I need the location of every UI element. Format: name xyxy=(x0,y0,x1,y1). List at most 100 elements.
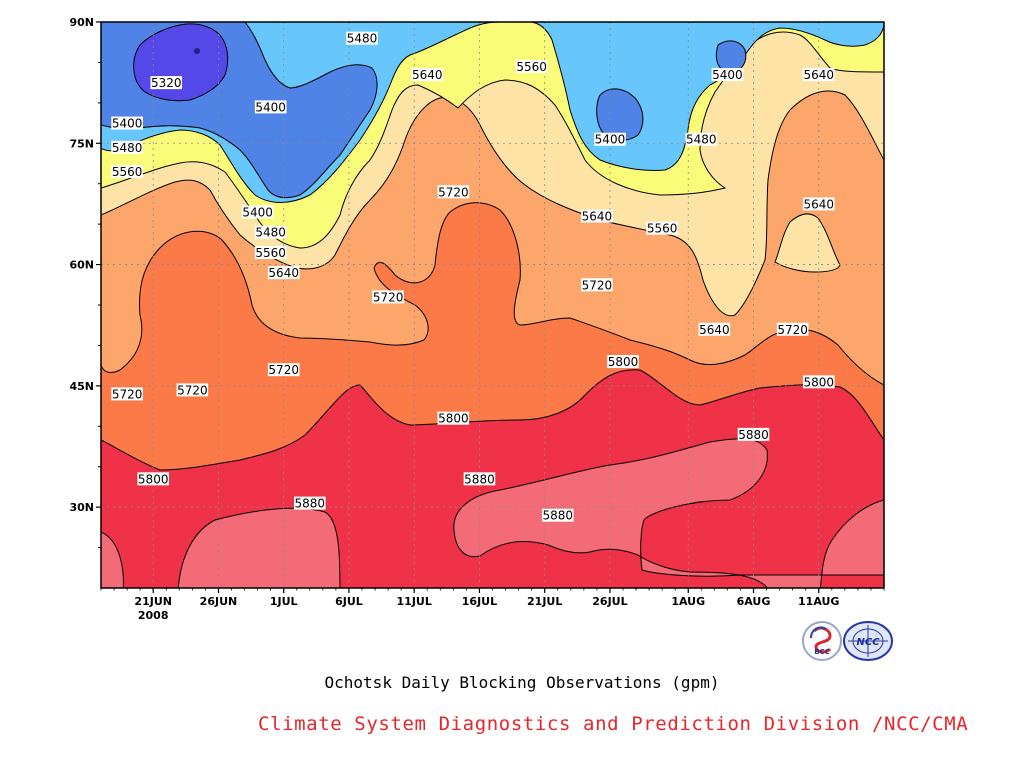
x-tick-label: 21JUN xyxy=(134,595,172,608)
plot-grid xyxy=(101,22,884,588)
contour-label: 5640 xyxy=(412,68,443,82)
x-tick-label: 16JUL xyxy=(462,595,497,608)
contour-label: 5640 xyxy=(803,68,834,82)
y-tick-label: 90N xyxy=(69,16,94,29)
contour-label-bg xyxy=(254,225,287,239)
contour-label-bg xyxy=(581,209,613,223)
contour-label: 5800 xyxy=(438,412,469,426)
x-year-label: 2008 xyxy=(138,609,169,622)
contour-label: 5800 xyxy=(608,355,639,369)
y-tick-label: 75N xyxy=(69,137,94,150)
contour-label: 5320 xyxy=(151,76,182,90)
contour-label-bg xyxy=(372,290,404,304)
contour-label: 5480 xyxy=(112,141,143,155)
contour-label-bg xyxy=(594,132,626,146)
contour-label: 5640 xyxy=(268,266,299,280)
contour-label-bg xyxy=(607,355,639,369)
contour-label: 5720 xyxy=(112,387,143,401)
ncc-logo-text: NCC xyxy=(856,637,880,648)
contour-label-bg xyxy=(802,375,835,389)
contour-label-bg xyxy=(541,508,574,522)
contour-label: 5800 xyxy=(138,472,169,486)
x-tick-label: 11JUL xyxy=(397,595,432,608)
contour-label-bg xyxy=(137,472,169,486)
contour-label: 5400 xyxy=(595,133,626,147)
contour-label: 5880 xyxy=(464,472,495,486)
x-tick-label: 26JUN xyxy=(200,595,238,608)
contour-label: 5640 xyxy=(803,197,834,211)
contour-label-bg xyxy=(150,76,183,90)
contour-label-bg xyxy=(111,116,143,130)
contour-label-bg xyxy=(711,68,744,82)
contour-label-bg xyxy=(411,68,444,82)
contour-label: 5880 xyxy=(738,428,769,442)
contour-label-bg xyxy=(254,245,287,259)
credit-line: Climate System Diagnostics and Predictio… xyxy=(258,713,969,735)
contour-label-bg xyxy=(463,472,496,486)
x-tick-label: 6AUG xyxy=(737,595,771,608)
contour-label-bg xyxy=(176,383,209,397)
contour-label: 5560 xyxy=(516,60,547,74)
bcc-logo: BCC xyxy=(802,621,842,661)
x-tick-label: 1AUG xyxy=(671,595,705,608)
low-center-marker xyxy=(194,48,200,54)
contour-label-bg xyxy=(437,411,470,425)
ncc-logo: NCC xyxy=(843,621,893,661)
contour-fills xyxy=(101,22,884,588)
x-axis: 21JUN 26JUN 1JUL 6JUL 11JUL 16JUL 21JUL 26JUL 1A… xyxy=(100,588,885,622)
x-tick-label: 6JUL xyxy=(335,595,363,608)
contour-label-bg xyxy=(111,387,143,401)
contour-label: 5880 xyxy=(542,509,573,523)
contour-label-bg xyxy=(111,140,143,154)
y-tick-label: 45N xyxy=(69,380,94,393)
contour-label-bg xyxy=(685,132,718,146)
contour-label-bg xyxy=(267,363,300,377)
bcc-logo-text: BCC xyxy=(814,648,830,656)
x-tick-label: 11AUG xyxy=(798,595,839,608)
y-tick-label: 30N xyxy=(69,501,94,514)
contour-label: 5880 xyxy=(295,497,326,511)
contour-label: 5720 xyxy=(582,278,613,292)
contour-label-bg xyxy=(737,427,770,441)
contour-label: 5800 xyxy=(803,375,834,389)
contour-label: 5720 xyxy=(268,363,299,377)
contour-label-bg xyxy=(646,221,678,235)
contour-label: 5480 xyxy=(347,32,378,46)
contour-label-bg xyxy=(241,205,274,219)
contour-label: 5400 xyxy=(112,117,143,131)
y-tick-label: 60N xyxy=(69,259,94,272)
contour-label-bg xyxy=(294,496,326,510)
contour-label: 5400 xyxy=(242,206,273,220)
contour-label-bg xyxy=(437,185,470,199)
contour-label: 5480 xyxy=(686,133,717,147)
contour-label-bg xyxy=(802,197,835,211)
x-tick-label: 21JUL xyxy=(527,595,562,608)
y-axis: 30N 45N 60N 75N 90N xyxy=(69,16,101,549)
contour-label-bg xyxy=(581,278,613,292)
contour-label: 5720 xyxy=(177,383,208,397)
contour-label: 5560 xyxy=(647,222,678,236)
contour-label: 5720 xyxy=(777,323,808,337)
chart-title: Ochotsk Daily Blocking Observations (gpm… xyxy=(324,673,720,692)
contour-label: 5720 xyxy=(373,290,404,304)
contour-label-bg xyxy=(267,266,300,280)
contour-label-bg xyxy=(515,59,548,73)
x-tick-label: 1JUL xyxy=(270,595,298,608)
contour-labels: 5320 5400 5400 5400 5400 5400 5480 5480 5480 5480… xyxy=(111,31,835,523)
x-tick-label: 26JUL xyxy=(592,595,627,608)
contour-label: 5720 xyxy=(438,185,469,199)
contour-band-5320 xyxy=(101,22,747,199)
contour-label: 5640 xyxy=(582,210,613,224)
contour-label-bg xyxy=(111,165,143,179)
contour-label-bg xyxy=(698,322,731,336)
contour-label: 5480 xyxy=(255,226,286,240)
contour-label-bg xyxy=(776,322,809,336)
contour-label: 5560 xyxy=(112,165,143,179)
contour-label-bg xyxy=(254,100,287,114)
contour-label: 5640 xyxy=(699,323,730,337)
contour-label: 5400 xyxy=(255,100,286,114)
contour-label-bg xyxy=(802,68,835,82)
contour-label-bg xyxy=(346,31,378,45)
contour-label: 5400 xyxy=(712,68,743,82)
